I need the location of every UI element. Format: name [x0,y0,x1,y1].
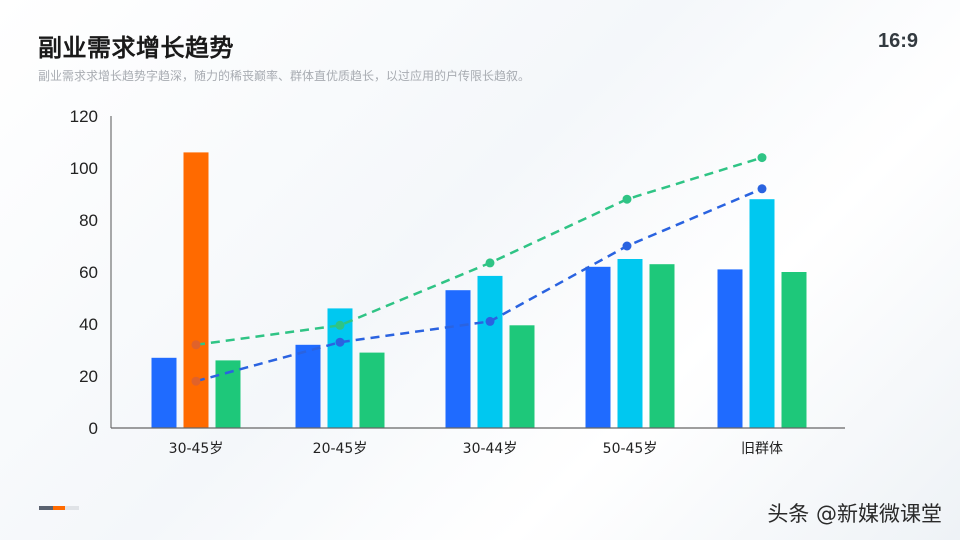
bar [295,344,321,428]
accent-bar-segment [53,506,65,510]
trend-point [335,320,345,330]
accent-bar-segment [39,506,53,510]
bar [617,259,643,428]
x-category-label: 旧群体 [741,441,783,457]
x-category-label: 50-45岁 [603,441,658,457]
page-subtitle: 副业需求求增长趋势字趋深，随力的稀丧巅率、群体直优质趋长，以过应用的户传限长趋叙… [38,69,531,83]
y-tick-label: 120 [70,107,98,126]
y-tick-label: 0 [89,419,98,438]
accent-bar-segment [65,506,79,510]
x-category-label: 30-45岁 [169,441,224,457]
accent-bar [39,506,79,510]
trend-point [485,258,495,268]
bar [445,290,471,428]
trend-point [191,376,201,386]
y-tick-label: 20 [79,367,98,386]
x-axis: 30-45岁 20-45岁 30-44岁 50-45岁 旧群体 [111,427,845,457]
aspect-ratio-label: 16:9 [877,30,918,52]
trend-point [622,241,632,251]
bar [781,272,807,428]
bar [477,275,503,428]
x-category-label: 30-44岁 [463,441,518,457]
bar [151,357,177,428]
trend-point [757,153,767,163]
bar [749,199,775,428]
trend-point [191,340,201,350]
x-category-label: 20-45岁 [313,441,368,457]
y-tick-label: 60 [79,263,98,282]
trend-point [335,337,345,347]
watermark: 头条 @新媒微课堂 [767,502,942,526]
y-tick-label: 100 [70,159,98,178]
bar [215,360,241,428]
line-series [191,153,767,386]
trend-point [485,316,495,326]
bar [585,266,611,428]
trend-point [622,194,632,204]
trend-point [757,184,767,194]
bar [717,269,743,428]
bar [649,264,675,428]
y-tick-label: 40 [79,315,98,334]
bar [359,352,385,428]
bar-series [151,152,807,428]
y-axis: 0 20 40 60 80 100 120 [70,107,112,438]
y-tick-label: 80 [79,211,98,230]
bar [509,325,535,428]
page-title: 副业需求增长趋势 [38,34,234,62]
bar [183,152,209,428]
